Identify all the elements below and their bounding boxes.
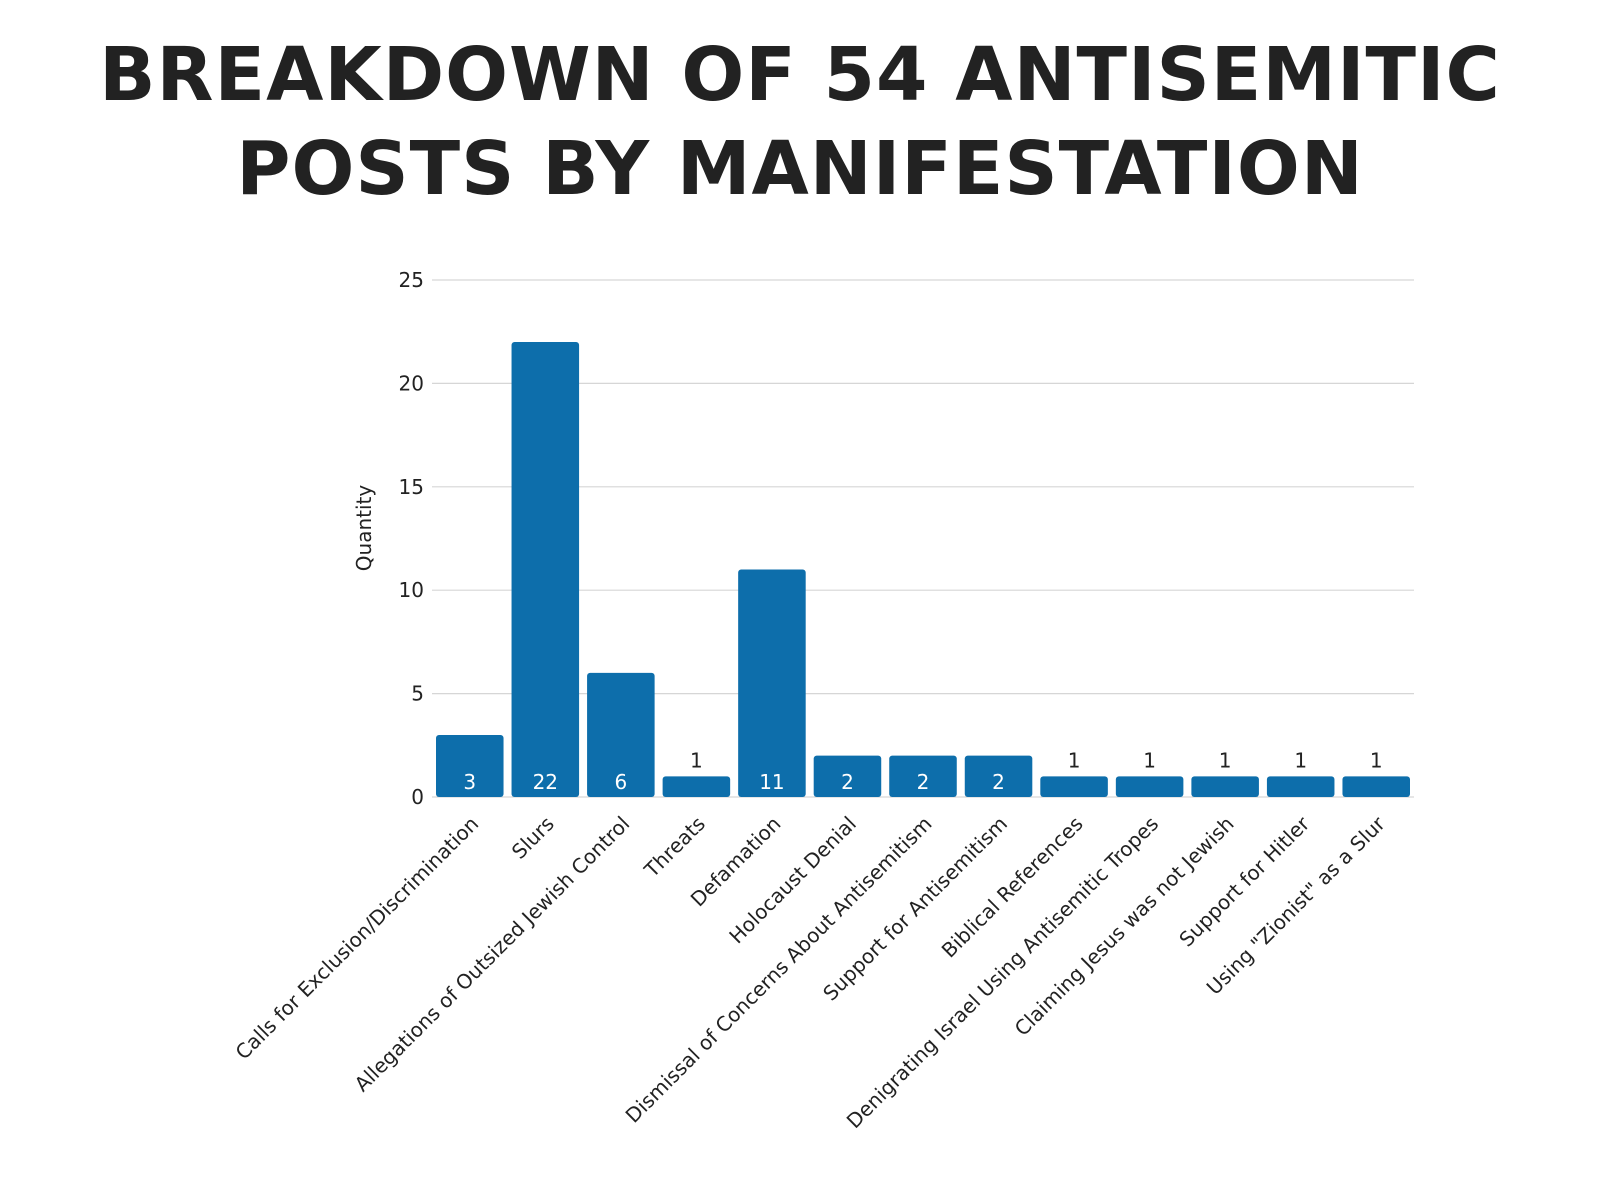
bar [1191, 776, 1259, 797]
chart-title: BREAKDOWN OF 54 ANTISEMITIC POSTS BY MAN… [0, 28, 1600, 216]
chart-title-line-1: BREAKDOWN OF 54 ANTISEMITIC [99, 32, 1501, 118]
data-label: 1 [1143, 748, 1156, 772]
y-axis-ticks: 0 5 10 15 20 25 [399, 268, 424, 809]
bar [1040, 776, 1108, 797]
category-label: Holocaust Denial [724, 812, 861, 949]
data-label: 1 [1294, 748, 1307, 772]
category-label: Biblical References [937, 812, 1088, 963]
chart-title-line-2: POSTS BY MANIFESTATION [236, 126, 1364, 212]
bar [738, 569, 806, 797]
data-label: 6 [614, 770, 627, 794]
bar [964, 755, 1033, 797]
data-label: 1 [1370, 748, 1383, 772]
data-label: 11 [759, 770, 784, 794]
bar [1115, 776, 1184, 797]
data-label: 3 [463, 770, 476, 794]
bar [1266, 776, 1335, 797]
bar [889, 755, 957, 797]
y-tick-label: 0 [411, 785, 424, 809]
data-label: 1 [690, 748, 703, 772]
category-label: Slurs [507, 812, 559, 864]
data-label: 2 [917, 770, 930, 794]
y-tick-label: 15 [399, 475, 424, 499]
category-label: Allegations of Outsized Jewish Control [350, 812, 635, 1097]
bar [511, 342, 580, 797]
y-tick-label: 25 [399, 268, 424, 292]
y-tick-label: 20 [399, 371, 424, 395]
category-label: Threats [639, 812, 710, 883]
gridlines [432, 279, 1414, 798]
bar [813, 755, 882, 797]
category-label: Calls for Exclusion/Discrimination [231, 812, 484, 1065]
category-label: Support for Hitler [1174, 811, 1314, 951]
data-label: 2 [992, 770, 1005, 794]
bars [436, 342, 1410, 797]
bar [662, 776, 731, 797]
data-label: 22 [533, 770, 558, 794]
y-tick-label: 5 [411, 682, 424, 706]
y-tick-label: 10 [399, 578, 424, 602]
data-label: 2 [841, 770, 854, 794]
data-label: 1 [1068, 748, 1081, 772]
y-axis-label: Quantity [352, 485, 376, 572]
category-labels: Calls for Exclusion/Discrimination SlursA… [231, 811, 1391, 1133]
bar [587, 672, 655, 797]
data-label: 1 [1219, 748, 1232, 772]
bar [436, 734, 504, 797]
bar [1342, 776, 1410, 797]
